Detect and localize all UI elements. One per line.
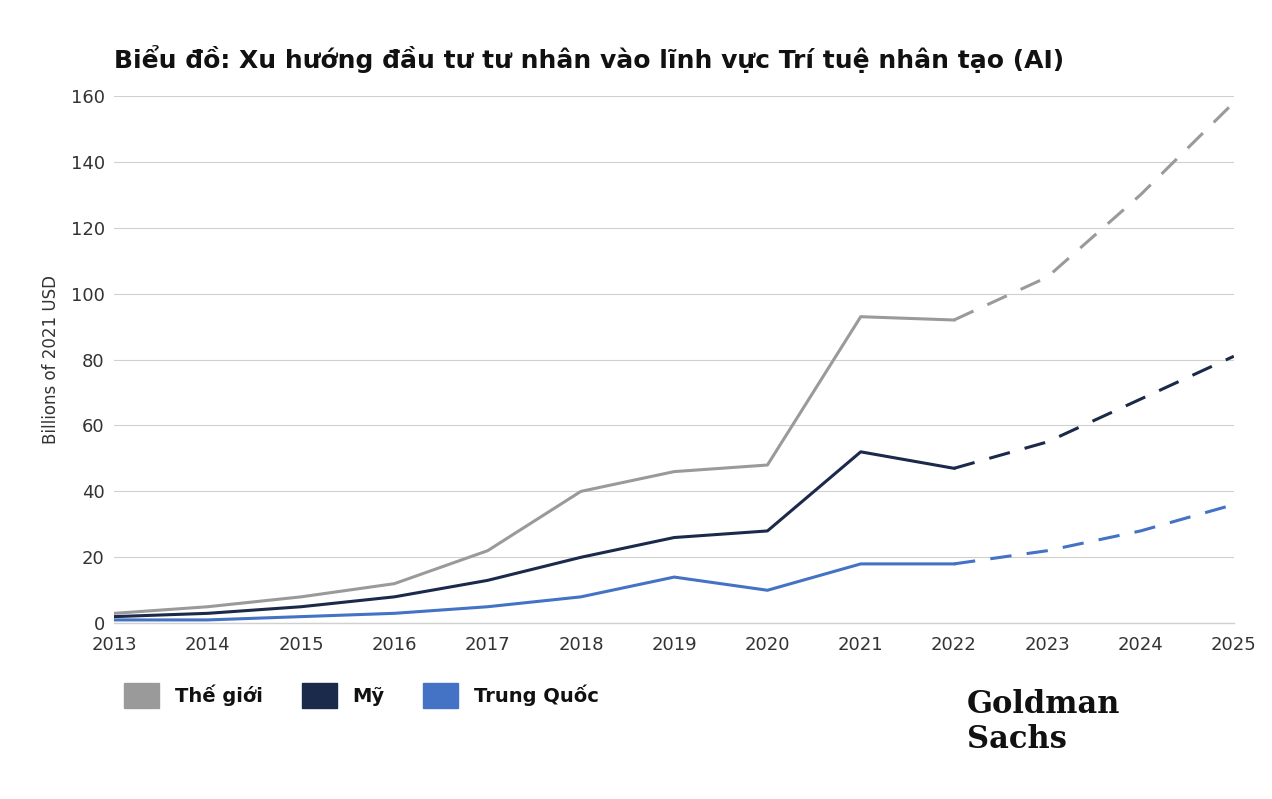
Text: Biểu đồ: Xu hướng đầu tư tư nhân vào lĩnh vực Trí tuệ nhân tạo (AI): Biểu đồ: Xu hướng đầu tư tư nhân vào lĩn…	[114, 45, 1065, 73]
Y-axis label: Billions of 2021 USD: Billions of 2021 USD	[42, 275, 60, 444]
Legend: Thế giới, Mỹ, Trung Quốc: Thế giới, Mỹ, Trung Quốc	[125, 683, 599, 709]
Text: Goldman
Sachs: Goldman Sachs	[967, 690, 1121, 755]
